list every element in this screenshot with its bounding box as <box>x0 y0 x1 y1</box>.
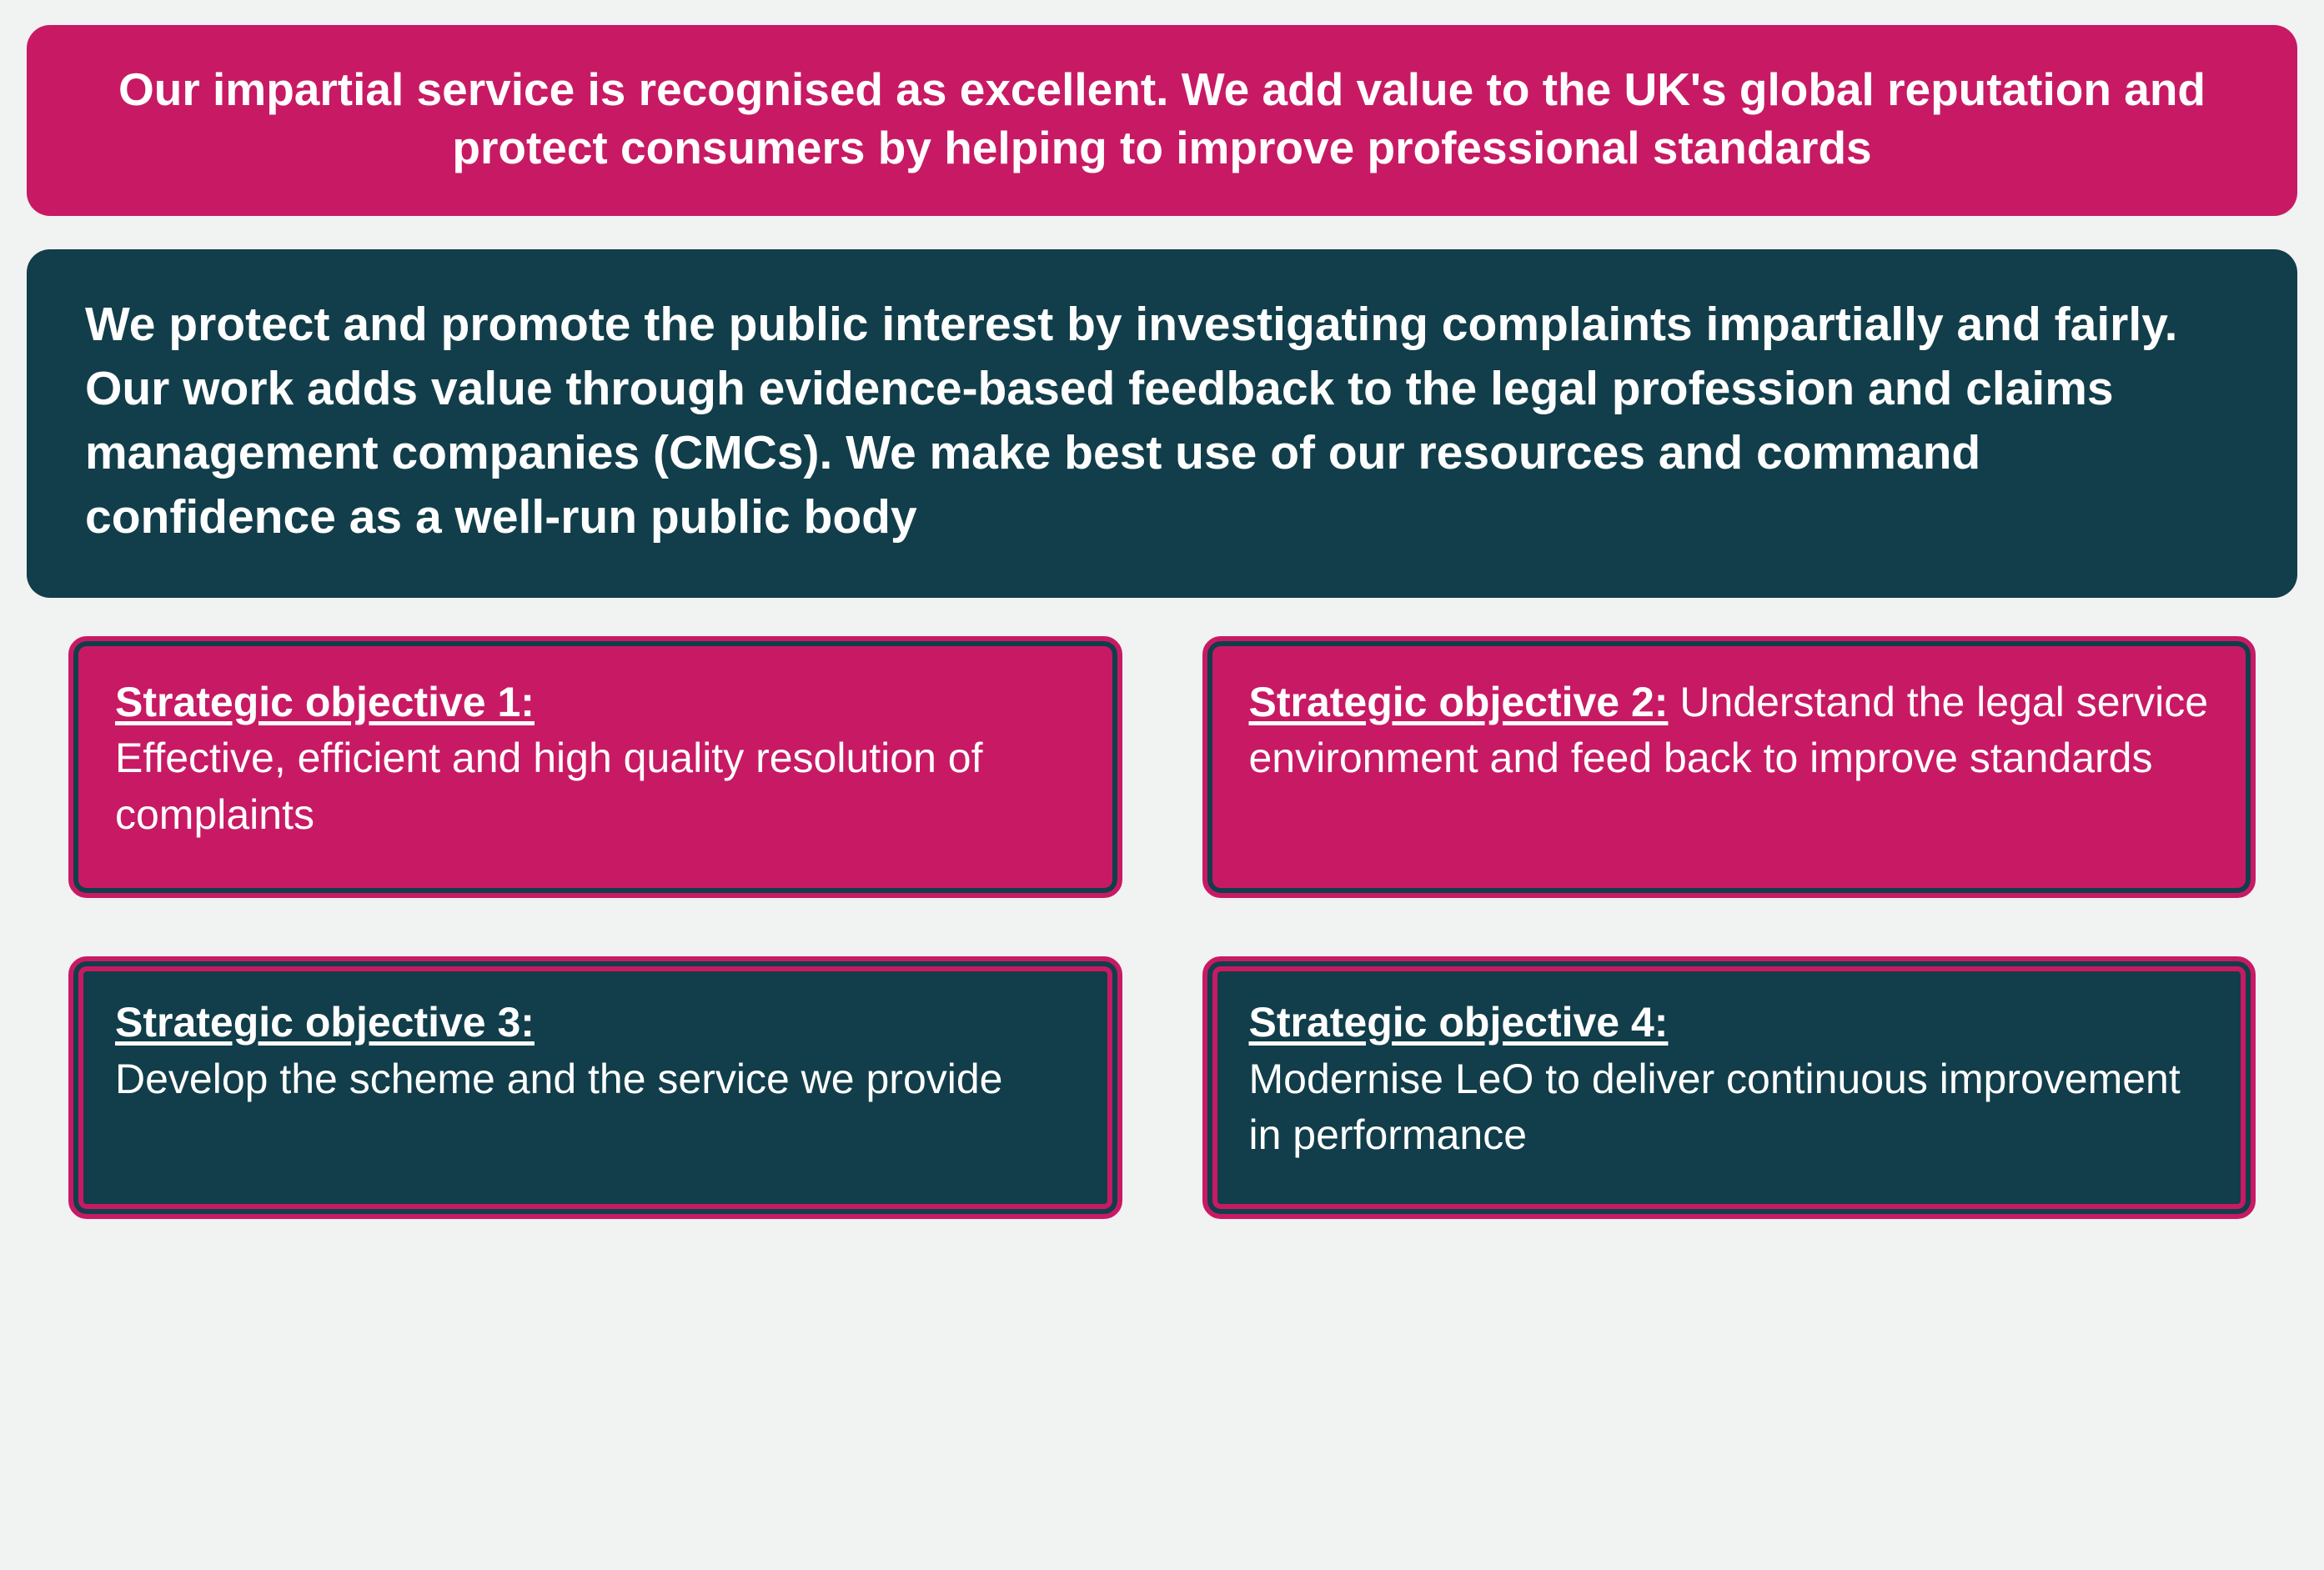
vision-text: Our impartial service is recognised as e… <box>118 63 2206 173</box>
mission-banner: We protect and promote the public intere… <box>27 249 2297 598</box>
objective-3-card: Strategic objective 3: Develop the schem… <box>68 956 1122 1219</box>
objective-3-title: Strategic objective 3: <box>115 999 535 1046</box>
page-root: Our impartial service is recognised as e… <box>0 0 2324 1570</box>
objective-3-body: Develop the scheme and the service we pr… <box>115 1056 1002 1102</box>
objective-2-title: Strategic objective 2: <box>1249 679 1669 725</box>
objective-1-card: Strategic objective 1: Effective, effici… <box>68 636 1122 899</box>
vision-banner: Our impartial service is recognised as e… <box>27 25 2297 216</box>
objective-1-body: Effective, efficient and high quality re… <box>115 735 982 838</box>
objectives-grid: Strategic objective 1: Effective, effici… <box>27 636 2297 1219</box>
mission-text: We protect and promote the public intere… <box>85 298 2178 544</box>
objective-4-body: Modernise LeO to deliver continuous impr… <box>1249 1056 2181 1159</box>
objective-2-card: Strategic objective 2: Understand the le… <box>1202 636 2256 899</box>
objective-1-title: Strategic objective 1: <box>115 679 535 725</box>
objective-4-title: Strategic objective 4: <box>1249 999 1669 1046</box>
objective-4-card: Strategic objective 4: Modernise LeO to … <box>1202 956 2256 1219</box>
